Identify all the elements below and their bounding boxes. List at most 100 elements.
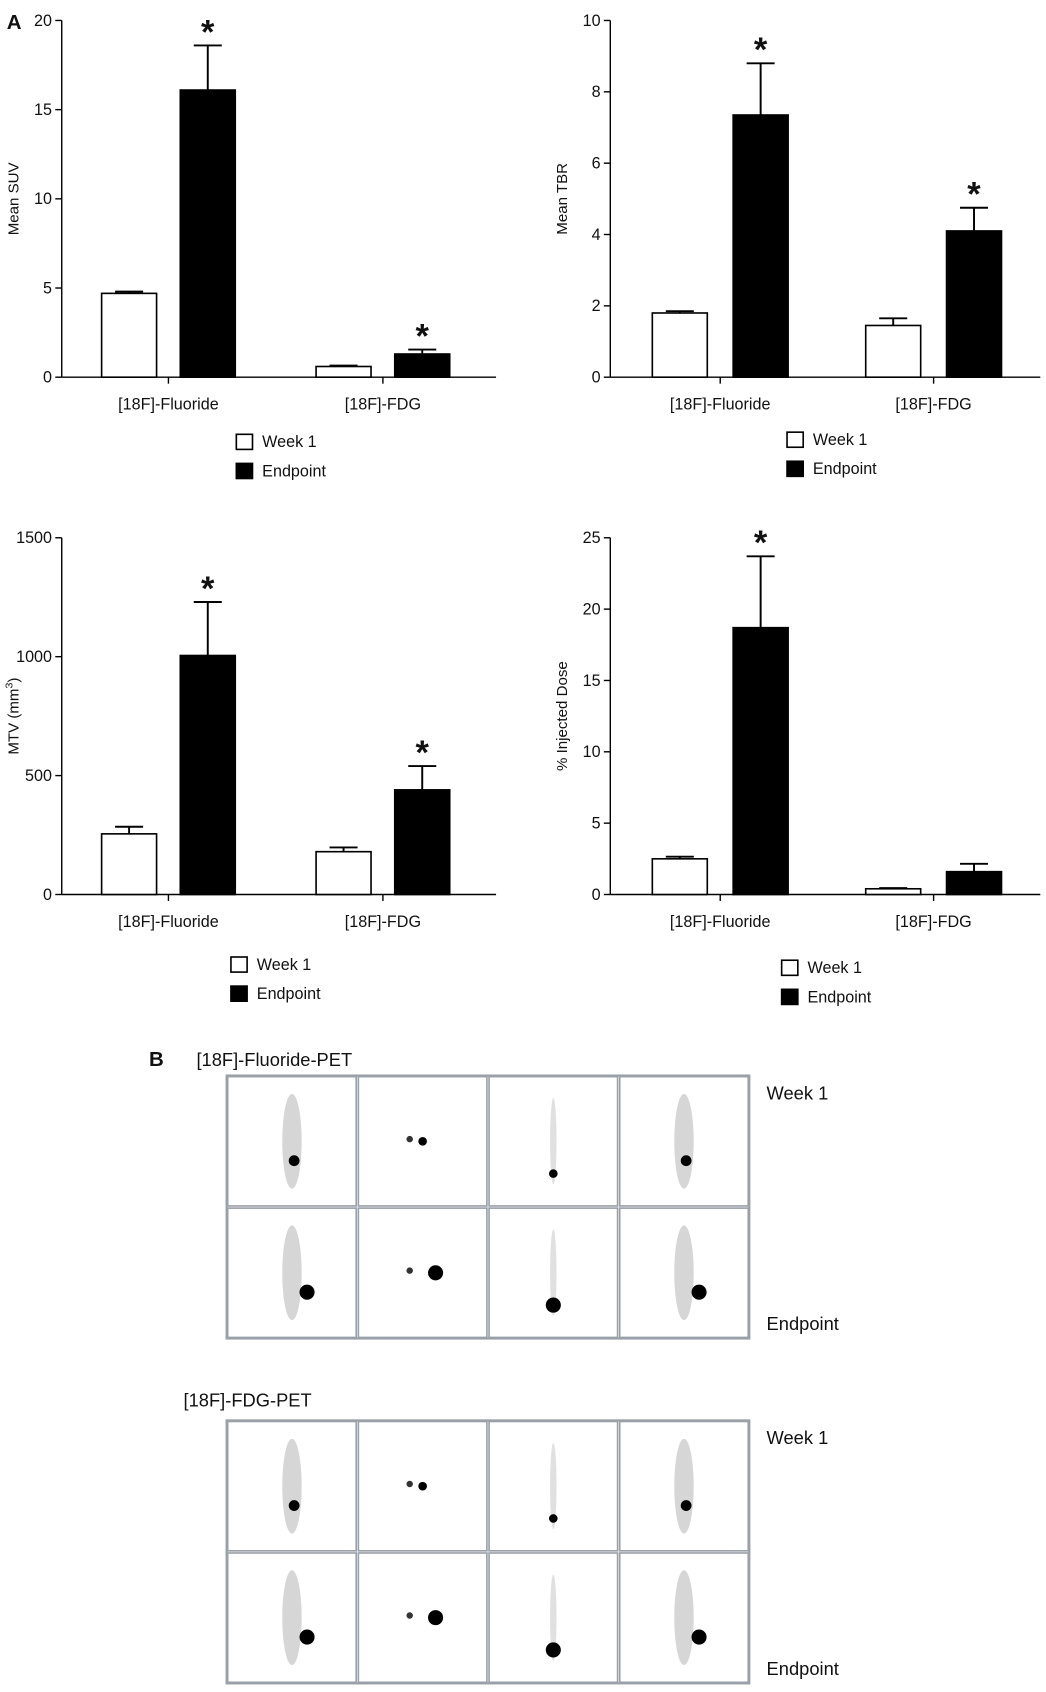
pet-hotspot: [288, 1500, 300, 1511]
pet-body: [674, 1225, 694, 1321]
y-tick-label: 5: [592, 815, 601, 833]
legend-label: Week 1: [257, 956, 311, 974]
bar: [100, 833, 158, 896]
pet-hotspot: [406, 1612, 413, 1619]
error-bar: [665, 310, 694, 313]
pet-hotspot: [680, 1500, 692, 1511]
pet-panel-title: [18F]-Fluoride-PET: [196, 1049, 352, 1070]
pet-body: [550, 1574, 557, 1661]
error-bar: [408, 765, 437, 790]
significance-marker: *: [201, 13, 215, 51]
x-tick-label: [18F]-FDG: [345, 396, 421, 414]
y-tick-label: 0: [43, 369, 52, 387]
legend-label: Endpoint: [257, 985, 321, 1003]
pet-hotspot: [428, 1265, 444, 1281]
significance-marker: *: [967, 176, 981, 214]
y-tick-label: 4: [592, 226, 601, 244]
y-tick-label: 10: [583, 743, 601, 761]
y-tick-label: 0: [43, 886, 52, 904]
panel-label: B: [149, 1048, 164, 1071]
error-bar: [879, 317, 908, 326]
pet-hotspot: [418, 1481, 427, 1491]
x-tick-label: [18F]-Fluoride: [670, 396, 771, 414]
legend-label: Week 1: [813, 431, 867, 449]
x-tick-label: [18F]-FDG: [345, 913, 421, 931]
x-tick-label: [18F]-Fluoride: [670, 913, 771, 931]
y-tick-label: 0: [592, 886, 601, 904]
pet-hotspot: [680, 1155, 692, 1167]
pet-hotspot: [691, 1629, 707, 1645]
pet-image-cell: [357, 1207, 488, 1339]
pet-row-label: Endpoint: [767, 1313, 839, 1334]
pet-body: [282, 1093, 302, 1189]
pet-hotspot: [288, 1155, 300, 1167]
pet-hotspot: [299, 1284, 315, 1300]
legend-label: Endpoint: [808, 988, 872, 1006]
x-tick-label: [18F]-FDG: [895, 396, 971, 414]
bar: [732, 114, 789, 379]
y-tick-label: 0: [592, 369, 601, 387]
pet-body: [282, 1225, 302, 1321]
bar: [864, 887, 922, 896]
pet-row-label: Week 1: [767, 1082, 829, 1103]
bar: [315, 365, 372, 379]
significance-marker: *: [416, 734, 430, 772]
bar: [651, 312, 709, 379]
x-tick-label: [18F]-Fluoride: [118, 913, 219, 931]
legend-label: Endpoint: [813, 460, 877, 478]
error-bar: [115, 825, 144, 834]
x-tick-label: [18F]-FDG: [895, 913, 971, 931]
bar: [651, 858, 709, 896]
error-bar: [960, 206, 989, 231]
pet-hotspot: [545, 1642, 561, 1658]
pet-row-label: Endpoint: [767, 1658, 839, 1679]
y-tick-label: 500: [25, 767, 52, 785]
pet-body: [282, 1438, 302, 1534]
pet-body: [674, 1570, 694, 1666]
y-tick-label: 8: [592, 83, 601, 101]
y-tick-label: 2: [592, 297, 601, 315]
legend-swatch: [230, 985, 248, 1002]
pet-hotspot: [418, 1136, 427, 1146]
y-tick-label: 15: [34, 101, 52, 119]
y-axis-label: Mean SUV: [6, 162, 23, 235]
error-bar: [879, 887, 908, 890]
bar: [945, 870, 1003, 896]
legend-swatch: [780, 988, 799, 1006]
y-tick-label: 20: [34, 12, 52, 30]
pet-hotspot: [548, 1514, 558, 1523]
x-tick-label: [18F]-Fluoride: [118, 396, 219, 414]
legend-swatch: [780, 959, 799, 977]
bar: [864, 324, 922, 379]
y-tick-label: 1000: [16, 648, 52, 666]
pet-hotspot: [548, 1169, 558, 1178]
legend-swatch: [786, 431, 805, 449]
pet-panel-title: [18F]-FDG-PET: [184, 1389, 312, 1410]
pet-image-cell: [357, 1552, 488, 1684]
error-bar: [746, 62, 775, 116]
significance-marker: *: [416, 317, 430, 355]
legend-swatch: [235, 462, 254, 480]
y-tick-label: 10: [583, 12, 601, 30]
error-bar: [115, 290, 144, 294]
error-bar: [746, 555, 775, 628]
y-tick-label: 25: [583, 529, 601, 547]
legend-label: Week 1: [262, 433, 316, 451]
y-tick-label: 6: [592, 155, 601, 173]
error-bar: [193, 44, 222, 91]
legend-swatch: [786, 460, 805, 478]
error-bar: [665, 855, 694, 859]
y-tick-label: 20: [583, 601, 601, 619]
legend-swatch: [235, 433, 254, 451]
pet-body: [674, 1093, 694, 1189]
pet-hotspot: [406, 1135, 413, 1143]
error-bar: [408, 348, 437, 355]
significance-marker: *: [754, 31, 768, 69]
pet-hotspot: [428, 1610, 444, 1626]
legend-swatch: [230, 956, 248, 973]
error-bar: [193, 601, 222, 656]
pet-row-label: Week 1: [767, 1427, 829, 1448]
pet-body: [674, 1438, 694, 1534]
